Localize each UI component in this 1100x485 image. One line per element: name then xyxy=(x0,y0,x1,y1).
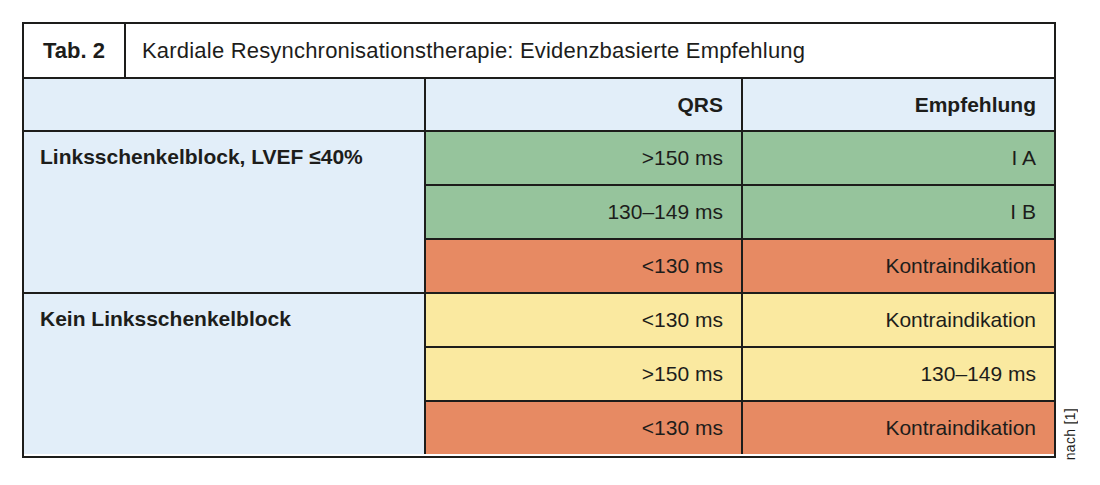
source-citation-note: nach [1] xyxy=(1062,408,1078,460)
empfehlung-cell: I B xyxy=(743,186,1054,238)
figure-page: Tab. 2 Kardiale Resynchronisationstherap… xyxy=(0,0,1100,485)
empfehlung-cell: Kontraindikation xyxy=(743,240,1054,292)
figure-title: Kardiale Resynchronisationstherapie: Evi… xyxy=(126,24,1054,77)
qrs-cell: <130 ms xyxy=(426,240,741,292)
empfehlung-cell: 130–149 ms xyxy=(743,348,1054,400)
empfehlung-cell: Kontraindikation xyxy=(743,402,1054,454)
qrs-cell: <130 ms xyxy=(426,294,741,346)
table-number-label: Tab. 2 xyxy=(24,24,126,77)
group-label-linksschenkelblock: Linksschenkelblock, LVEF ≤40% xyxy=(24,132,424,292)
evidence-table-figure: Tab. 2 Kardiale Resynchronisationstherap… xyxy=(22,22,1056,458)
column-header-qrs: QRS xyxy=(426,79,741,130)
qrs-cell: >150 ms xyxy=(426,348,741,400)
evidence-table: QRS Empfehlung Linksschenkelblock, LVEF … xyxy=(24,79,1054,454)
column-header-blank xyxy=(24,79,424,130)
empfehlung-cell: Kontraindikation xyxy=(743,294,1054,346)
empfehlung-cell: I A xyxy=(743,132,1054,184)
qrs-cell: 130–149 ms xyxy=(426,186,741,238)
qrs-cell: >150 ms xyxy=(426,132,741,184)
qrs-cell: <130 ms xyxy=(426,402,741,454)
figure-title-row: Tab. 2 Kardiale Resynchronisationstherap… xyxy=(24,24,1054,79)
column-header-empfehlung: Empfehlung xyxy=(743,79,1054,130)
group-label-kein-linksschenkelblock: Kein Linksschenkelblock xyxy=(24,294,424,454)
